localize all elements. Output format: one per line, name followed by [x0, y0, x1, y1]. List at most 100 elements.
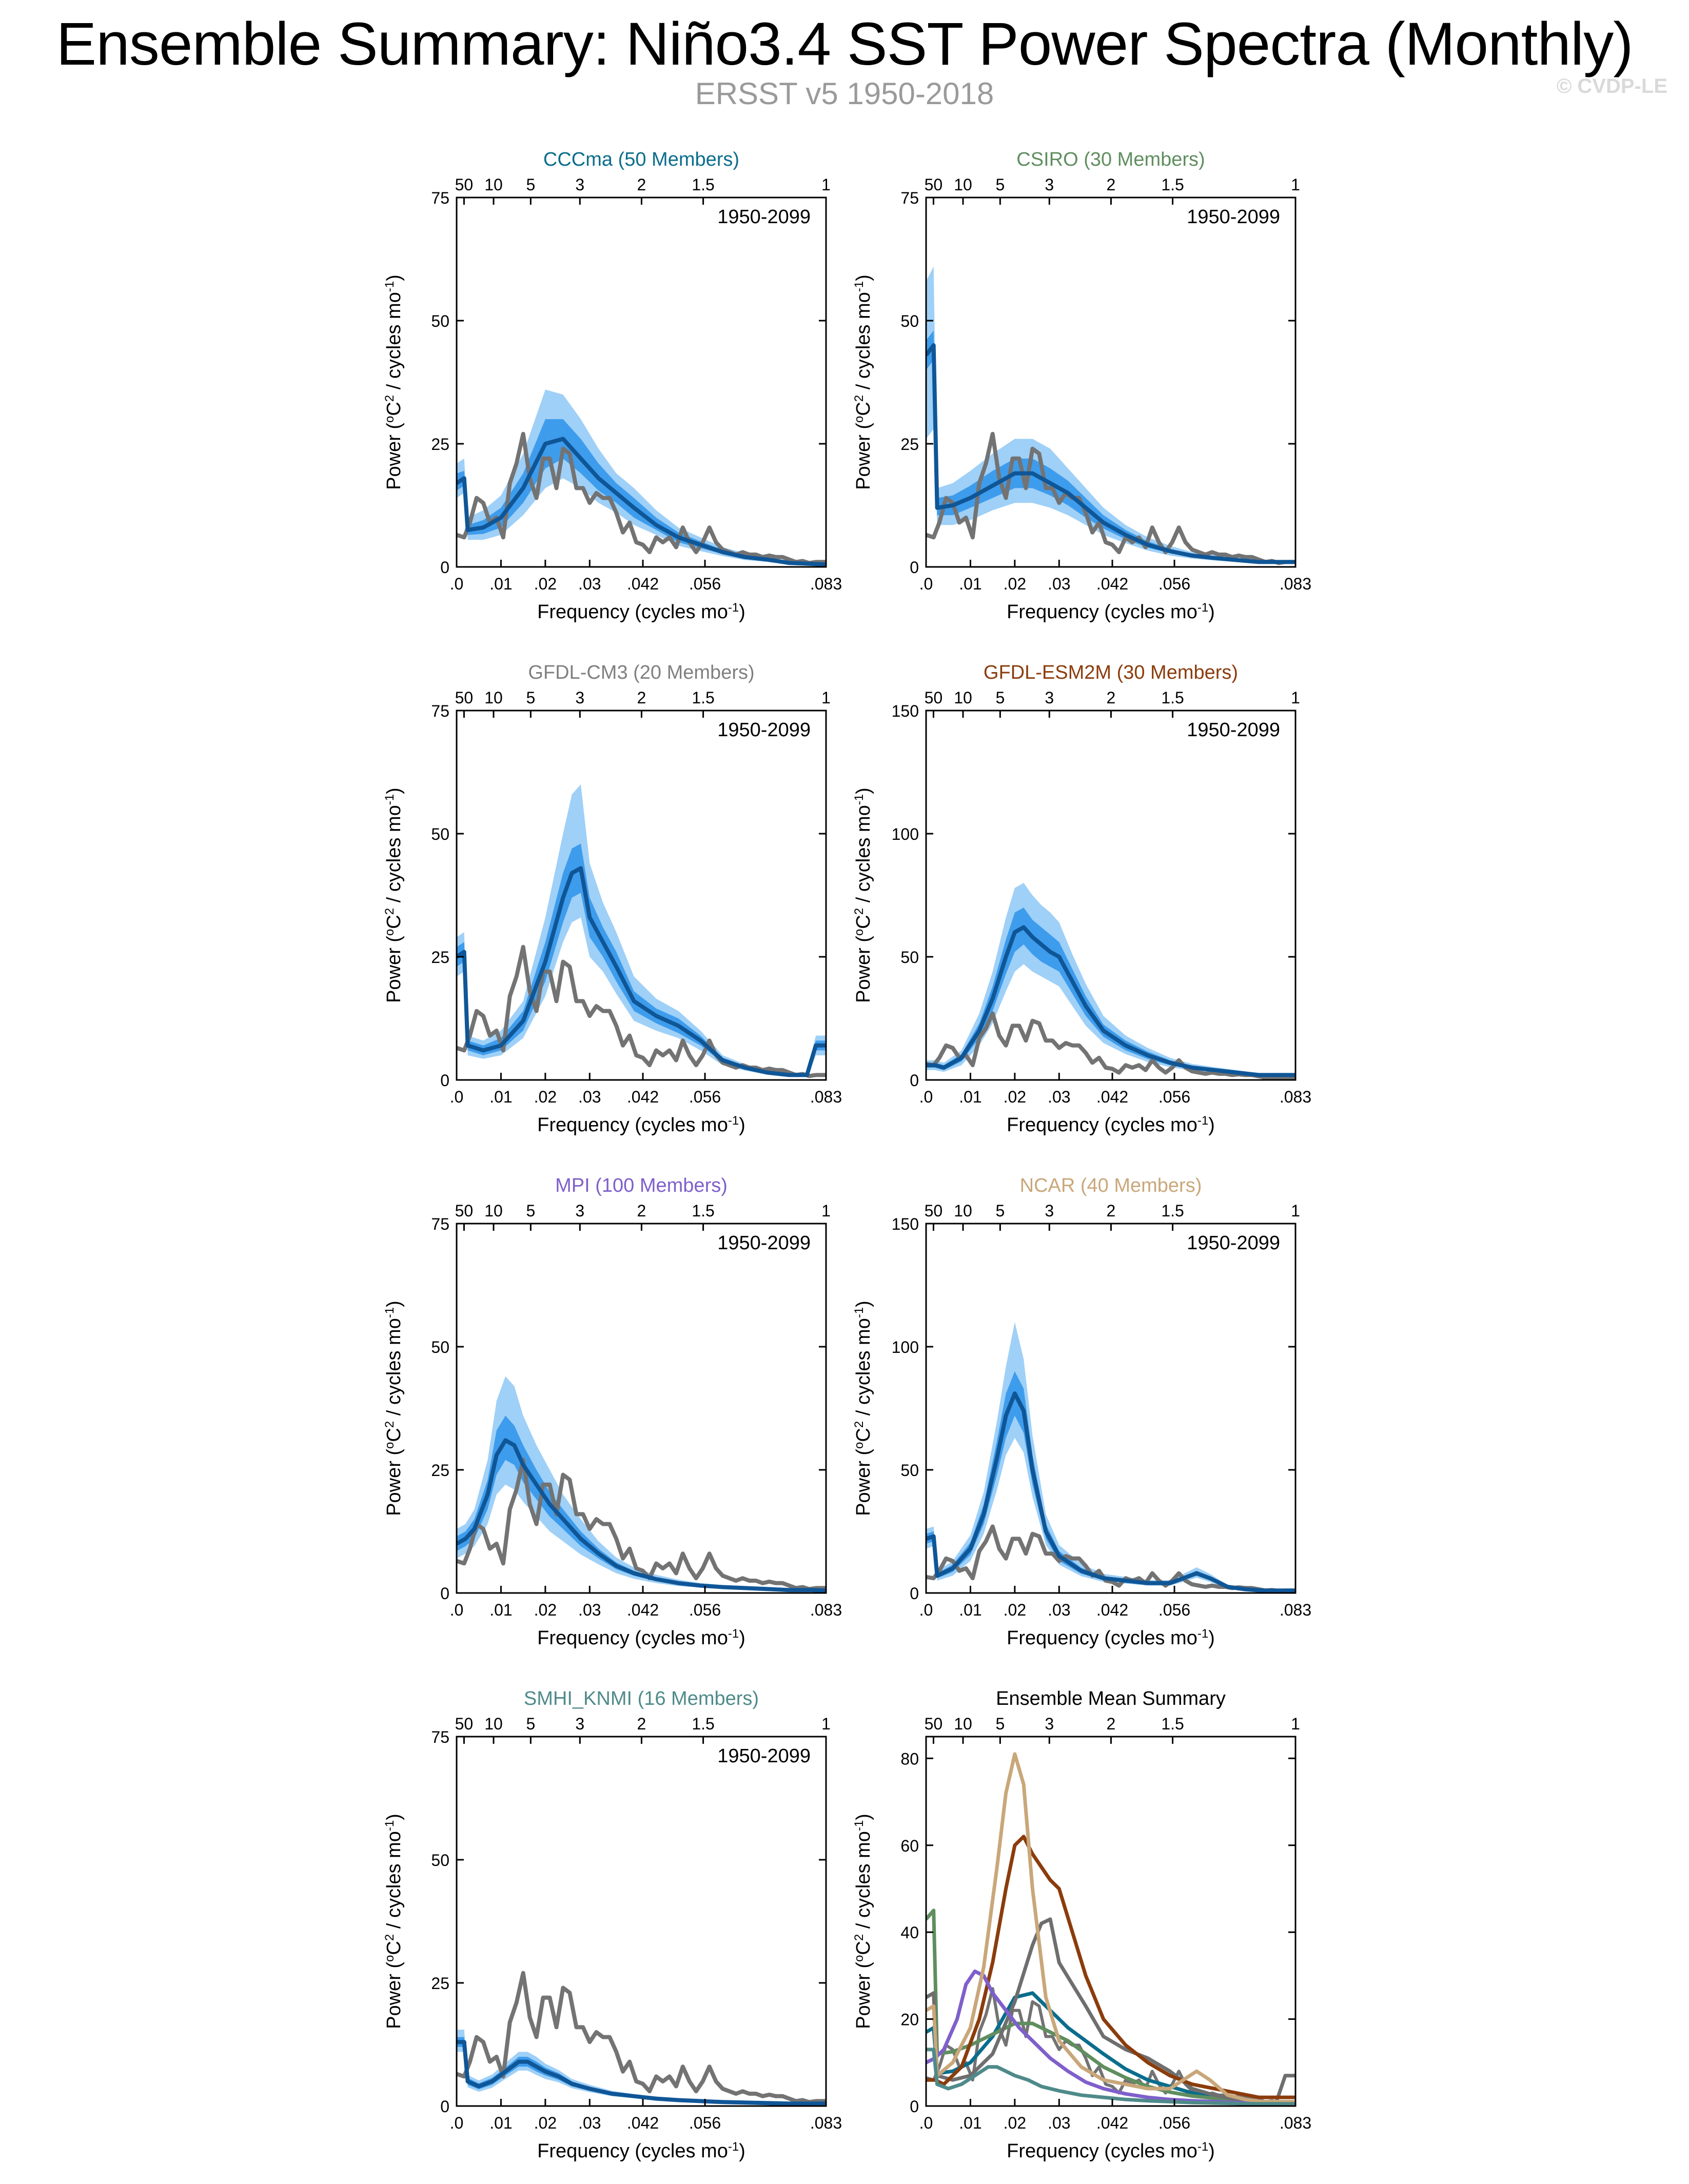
period-tick-label: 1.5: [1161, 175, 1184, 194]
period-tick-label: 10: [954, 1715, 972, 1733]
y-tick-label: 150: [892, 1215, 919, 1233]
period-tick-label: 10: [484, 1715, 503, 1733]
period-tick-label: 1: [1291, 175, 1300, 194]
x-tick-label: .056: [689, 575, 721, 593]
period-tick-label: 5: [995, 688, 1005, 707]
plot-area: [926, 883, 1295, 1080]
y-tick-label: 0: [910, 1071, 919, 1090]
y-tick-label: 100: [892, 825, 919, 843]
period-label: 1950-2099: [1187, 719, 1280, 741]
y-tick-label: 60: [900, 1837, 919, 1855]
period-tick-label: 2: [1107, 1202, 1116, 1220]
x-tick-label: .042: [627, 1601, 659, 1619]
period-tick-label: 50: [925, 175, 943, 194]
panel-title: NCAR (40 Members): [1020, 1175, 1202, 1196]
period-tick-label: 1.5: [692, 1715, 714, 1733]
period-tick-label: 5: [995, 1715, 1005, 1733]
y-tick-label: 50: [900, 312, 919, 330]
period-tick-label: 5: [526, 1715, 535, 1733]
x-tick-label: .01: [489, 2114, 512, 2132]
plot-area: [457, 1971, 826, 2106]
model-mean-line: [926, 1835, 1295, 2099]
x-tick-label: .03: [1048, 2114, 1070, 2132]
percentile-10-90-band: [457, 1376, 826, 1592]
ensemble-mean-line: [457, 437, 826, 567]
y-tick-label: 75: [900, 189, 919, 207]
observed-spectrum-line: [926, 1011, 1295, 1080]
y-tick-label: 80: [900, 1749, 919, 1768]
period-tick-label: 5: [526, 1202, 535, 1220]
page-subtitle: ERSST v5 1950-2018: [695, 76, 994, 111]
y-axis-label: Power (oC2 / cycles mo-1): [383, 788, 405, 1003]
x-tick-label: .056: [1158, 1088, 1190, 1106]
period-tick-label: 5: [526, 175, 535, 194]
x-tick-label: .03: [1048, 575, 1070, 593]
period-label: 1950-2099: [717, 1232, 811, 1254]
x-tick-label: .03: [578, 2114, 601, 2132]
period-tick-label: 5: [995, 175, 1005, 194]
x-tick-label: .056: [1158, 575, 1190, 593]
period-label: 1950-2099: [1187, 1232, 1280, 1254]
model-mean-line: [926, 2048, 1295, 2106]
y-axis-label: Power (oC2 / cycles mo-1): [852, 788, 875, 1003]
percentile-10-90-band: [926, 266, 1295, 564]
x-axis-label: Frequency (cycles mo-1): [1007, 1114, 1215, 1136]
x-axis-label: Frequency (cycles mo-1): [1007, 1627, 1215, 1649]
x-tick-label: .02: [1004, 1088, 1026, 1106]
y-axis-label: Power (oC2 / cycles mo-1): [383, 1814, 405, 2029]
period-tick-label: 1: [821, 175, 831, 194]
y-tick-label: 25: [431, 1974, 449, 1993]
panel-title: CSIRO (30 Members): [1016, 149, 1205, 170]
period-tick-label: 10: [484, 175, 503, 194]
period-tick-label: 1: [1291, 1202, 1300, 1220]
y-axis-label: Power (oC2 / cycles mo-1): [383, 274, 405, 490]
spectrum-panel: 1950-2099050100150.0.01.02.03.042.056.08…: [852, 1175, 1312, 1649]
period-tick-label: 2: [637, 1715, 646, 1733]
x-tick-label: .01: [489, 575, 512, 593]
x-tick-label: .056: [1158, 2114, 1190, 2132]
period-tick-label: 1.5: [692, 175, 714, 194]
ensemble-mean-line: [457, 866, 826, 1077]
period-tick-label: 1: [821, 688, 831, 707]
y-tick-label: 0: [910, 2097, 919, 2116]
y-tick-label: 50: [431, 312, 449, 330]
x-tick-label: .042: [627, 1088, 659, 1106]
x-tick-label: .083: [1280, 2114, 1311, 2132]
x-tick-label: .01: [489, 1601, 512, 1619]
x-tick-label: .02: [534, 1088, 557, 1106]
y-tick-label: 50: [431, 825, 449, 843]
y-tick-label: 50: [900, 948, 919, 967]
ensemble-mean-line: [926, 343, 1295, 564]
period-tick-label: 50: [925, 1715, 943, 1733]
period-tick-label: 3: [1045, 1715, 1054, 1733]
x-tick-label: .03: [1048, 1088, 1070, 1106]
ensemble-mean-line: [457, 1438, 826, 1593]
period-tick-label: 50: [925, 1202, 943, 1220]
period-tick-label: 3: [1045, 175, 1054, 194]
period-label: 1950-2099: [717, 1745, 811, 1767]
y-axis-label: Power (oC2 / cycles mo-1): [852, 1814, 875, 2029]
plot-area: [457, 1376, 826, 1593]
period-label: 1950-2099: [717, 719, 811, 741]
plot-area: [926, 1322, 1295, 1593]
period-tick-label: 10: [954, 1202, 972, 1220]
panel-title: CCCma (50 Members): [543, 149, 739, 170]
y-axis-label: Power (oC2 / cycles mo-1): [383, 1301, 405, 1516]
period-tick-label: 3: [575, 1202, 584, 1220]
y-tick-label: 0: [440, 1584, 449, 1603]
period-tick-label: 2: [1107, 1715, 1116, 1733]
period-tick-label: 1: [1291, 688, 1300, 707]
y-tick-label: 20: [900, 2011, 919, 2029]
x-tick-label: .02: [534, 575, 557, 593]
x-tick-label: .056: [1158, 1601, 1190, 1619]
spectrum-panel: 1950-20990255075.0.01.02.03.042.056.0835…: [383, 149, 842, 623]
period-label: 1950-2099: [1187, 206, 1280, 228]
x-tick-label: .042: [1096, 1088, 1128, 1106]
x-tick-label: .0: [919, 1088, 933, 1106]
spectrum-panel: 1950-20990255075.0.01.02.03.042.056.0835…: [383, 1175, 842, 1649]
y-tick-label: 0: [440, 558, 449, 577]
y-tick-label: 100: [892, 1338, 919, 1356]
y-tick-label: 150: [892, 702, 919, 720]
x-tick-label: .0: [919, 575, 933, 593]
x-tick-label: .01: [959, 1601, 981, 1619]
